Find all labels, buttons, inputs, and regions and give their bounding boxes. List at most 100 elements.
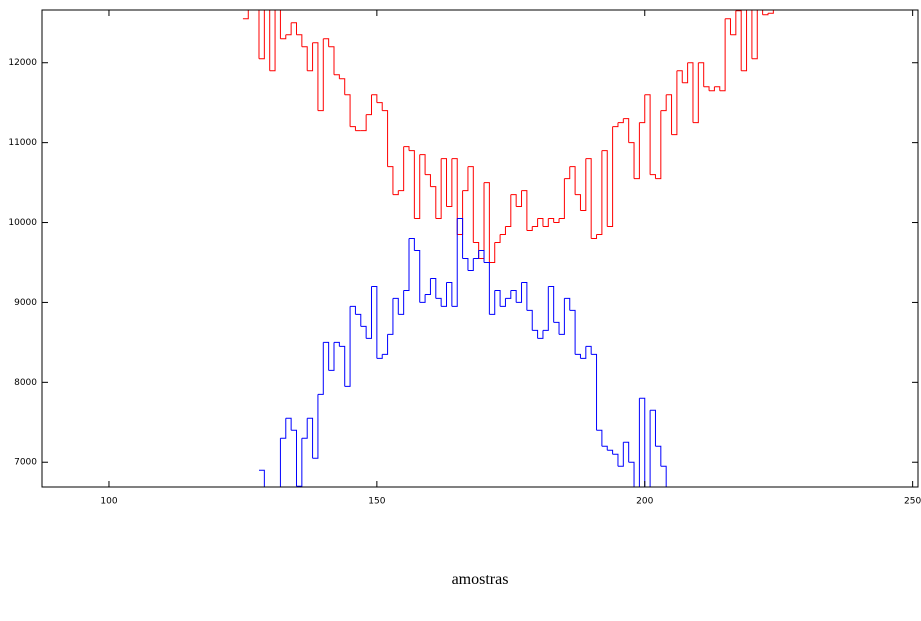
step	[709, 86, 715, 92]
step	[601, 445, 608, 451]
step	[601, 150, 608, 227]
step	[296, 34, 303, 47]
step	[307, 417, 314, 459]
x-tick-label: 250	[904, 497, 921, 507]
step	[672, 498, 677, 518]
step	[376, 102, 383, 111]
y-tick-label: 10000	[8, 218, 37, 228]
step	[612, 453, 619, 467]
step	[698, 62, 705, 87]
step	[451, 158, 458, 235]
step	[553, 321, 560, 335]
step	[526, 226, 533, 232]
step	[392, 190, 399, 196]
step	[478, 182, 485, 259]
step	[591, 234, 598, 240]
x-tick-label: 100	[100, 497, 117, 507]
step	[291, 22, 297, 35]
step	[269, 10, 276, 72]
step	[650, 409, 656, 447]
step	[387, 298, 394, 335]
step	[612, 122, 619, 128]
step	[441, 158, 448, 207]
step	[323, 38, 330, 47]
step	[371, 94, 378, 103]
step	[660, 94, 667, 112]
step	[296, 438, 303, 487]
step	[371, 285, 378, 359]
step	[644, 94, 651, 175]
step	[317, 342, 324, 395]
step	[350, 305, 356, 315]
step	[741, 10, 748, 72]
axes-box	[41, 9, 919, 488]
step	[542, 286, 549, 331]
step	[435, 158, 442, 220]
step	[666, 94, 673, 135]
step	[649, 410, 651, 487]
step	[403, 238, 410, 291]
step	[242, 10, 249, 20]
step	[446, 281, 453, 307]
step	[623, 118, 630, 143]
step	[607, 449, 614, 455]
step	[484, 182, 490, 263]
step	[542, 218, 549, 228]
step	[382, 334, 389, 355]
step	[596, 429, 603, 447]
y-tick-label: 9000	[14, 298, 37, 308]
step	[751, 10, 758, 60]
step	[607, 126, 614, 228]
step	[489, 242, 496, 263]
step	[617, 118, 624, 124]
step	[279, 10, 281, 39]
step	[382, 110, 389, 167]
step	[585, 158, 592, 239]
step	[532, 218, 539, 228]
step	[312, 42, 319, 111]
step	[291, 429, 297, 487]
step	[301, 46, 308, 71]
step	[660, 465, 667, 487]
y-tick-label: 12000	[8, 58, 37, 68]
step	[419, 294, 426, 303]
step	[634, 122, 640, 180]
step	[510, 289, 517, 303]
step	[553, 218, 560, 224]
step	[526, 309, 533, 331]
y-tick-label: 8000	[14, 378, 37, 388]
step	[500, 226, 506, 236]
step	[419, 154, 426, 175]
step	[430, 277, 437, 299]
step	[398, 290, 405, 315]
step	[591, 353, 598, 431]
step	[639, 397, 646, 487]
step	[725, 18, 731, 35]
step	[580, 346, 587, 359]
step	[409, 238, 415, 251]
step	[559, 298, 565, 335]
step	[280, 34, 287, 40]
step	[638, 398, 640, 487]
step	[628, 461, 635, 487]
step	[344, 94, 351, 127]
step	[650, 174, 656, 179]
step	[355, 313, 362, 327]
step	[258, 469, 265, 487]
step	[516, 282, 523, 303]
step	[334, 74, 340, 79]
step	[430, 186, 437, 219]
step	[500, 298, 506, 307]
step	[478, 249, 485, 263]
step	[548, 285, 555, 323]
step	[671, 70, 678, 136]
step	[762, 10, 764, 15]
step	[580, 158, 587, 212]
step	[505, 290, 512, 299]
step	[258, 10, 265, 60]
step	[559, 178, 565, 220]
step	[516, 190, 523, 208]
step	[682, 62, 689, 84]
step	[628, 142, 635, 179]
